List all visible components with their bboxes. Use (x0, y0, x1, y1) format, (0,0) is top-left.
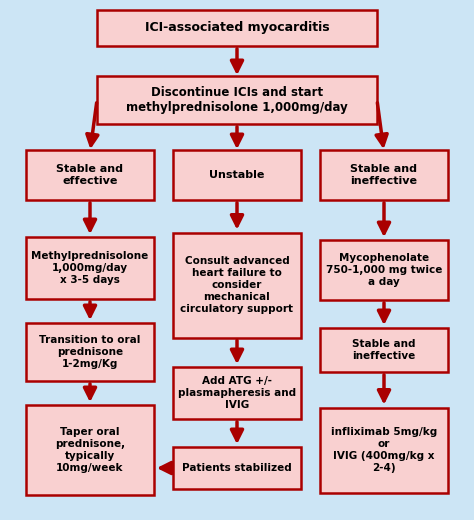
Text: ICI-associated myocarditis: ICI-associated myocarditis (145, 21, 329, 34)
Text: Methylprednisolone
1,000mg/day
x 3-5 days: Methylprednisolone 1,000mg/day x 3-5 day… (31, 251, 149, 285)
Text: Taper oral
prednisone,
typically
10mg/week: Taper oral prednisone, typically 10mg/we… (55, 427, 125, 473)
FancyBboxPatch shape (26, 237, 154, 299)
Text: Add ATG +/-
plasmapheresis and
IVIG: Add ATG +/- plasmapheresis and IVIG (178, 376, 296, 410)
Text: Mycophenolate
750-1,000 mg twice
a day: Mycophenolate 750-1,000 mg twice a day (326, 253, 442, 287)
Text: Patients stabilized: Patients stabilized (182, 463, 292, 473)
FancyBboxPatch shape (173, 232, 301, 337)
FancyBboxPatch shape (320, 328, 448, 372)
Text: Unstable: Unstable (210, 170, 264, 180)
FancyBboxPatch shape (26, 405, 154, 495)
FancyBboxPatch shape (320, 150, 448, 200)
Text: infliximab 5mg/kg
or
IVIG (400mg/kg x
2-4): infliximab 5mg/kg or IVIG (400mg/kg x 2-… (331, 427, 437, 473)
Text: Stable and
effective: Stable and effective (56, 164, 124, 186)
FancyBboxPatch shape (97, 10, 377, 46)
FancyBboxPatch shape (173, 447, 301, 489)
FancyBboxPatch shape (173, 367, 301, 419)
FancyBboxPatch shape (173, 150, 301, 200)
FancyBboxPatch shape (97, 76, 377, 124)
FancyBboxPatch shape (320, 408, 448, 492)
Text: Discontinue ICIs and start
methylprednisolone 1,000mg/day: Discontinue ICIs and start methylprednis… (126, 86, 348, 114)
Text: Transition to oral
prednisone
1-2mg/Kg: Transition to oral prednisone 1-2mg/Kg (39, 335, 141, 369)
Text: Stable and
ineffective: Stable and ineffective (350, 164, 418, 186)
Text: Stable and
ineffective: Stable and ineffective (352, 339, 416, 361)
FancyBboxPatch shape (26, 150, 154, 200)
FancyBboxPatch shape (26, 323, 154, 381)
Text: Consult advanced
heart failure to
consider
mechanical
circulatory support: Consult advanced heart failure to consid… (181, 256, 293, 314)
FancyBboxPatch shape (320, 240, 448, 300)
